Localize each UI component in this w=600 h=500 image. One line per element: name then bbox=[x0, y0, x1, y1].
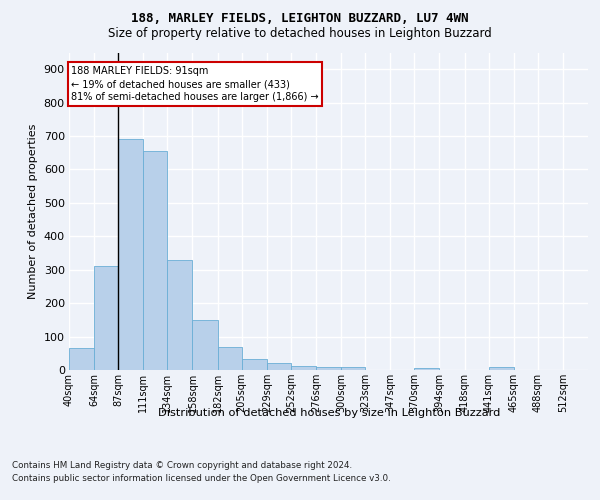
Text: 188, MARLEY FIELDS, LEIGHTON BUZZARD, LU7 4WN: 188, MARLEY FIELDS, LEIGHTON BUZZARD, LU… bbox=[131, 12, 469, 26]
Bar bbox=[143, 151, 167, 370]
Bar bbox=[242, 360, 267, 370]
Text: Contains HM Land Registry data © Crown copyright and database right 2024.: Contains HM Land Registry data © Crown c… bbox=[12, 460, 352, 469]
Bar bbox=[69, 348, 94, 370]
Bar bbox=[316, 366, 341, 370]
Bar bbox=[415, 368, 439, 370]
Text: Distribution of detached houses by size in Leighton Buzzard: Distribution of detached houses by size … bbox=[158, 408, 500, 418]
Bar bbox=[341, 368, 365, 370]
Bar bbox=[94, 266, 118, 370]
Bar bbox=[267, 364, 291, 370]
Bar bbox=[193, 320, 218, 370]
Text: 188 MARLEY FIELDS: 91sqm
← 19% of detached houses are smaller (433)
81% of semi-: 188 MARLEY FIELDS: 91sqm ← 19% of detach… bbox=[71, 66, 319, 102]
Text: Size of property relative to detached houses in Leighton Buzzard: Size of property relative to detached ho… bbox=[108, 28, 492, 40]
Bar bbox=[118, 140, 143, 370]
Text: Contains public sector information licensed under the Open Government Licence v3: Contains public sector information licen… bbox=[12, 474, 391, 483]
Bar bbox=[291, 366, 316, 370]
Bar bbox=[488, 368, 514, 370]
Bar bbox=[218, 348, 242, 370]
Y-axis label: Number of detached properties: Number of detached properties bbox=[28, 124, 38, 299]
Bar bbox=[167, 260, 193, 370]
